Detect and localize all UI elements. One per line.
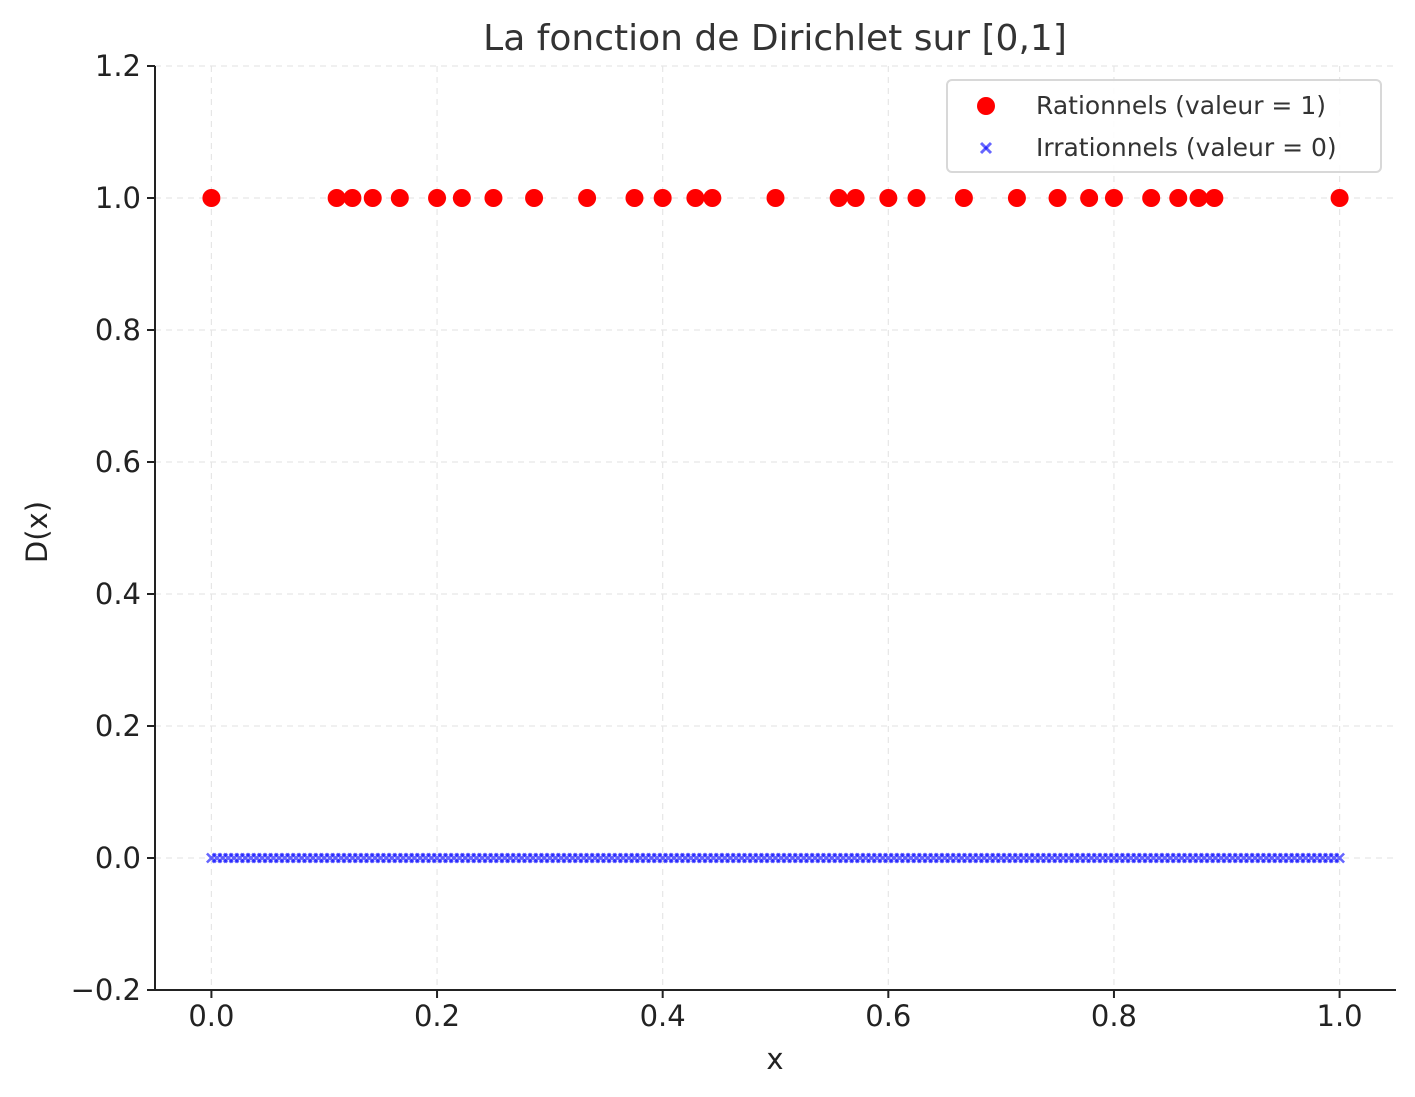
x-tick-label: 0.0 bbox=[188, 999, 234, 1033]
legend-label-irrationnels: Irrationnels (valeur = 0) bbox=[1036, 133, 1337, 162]
rational-point bbox=[578, 189, 597, 207]
y-tick-label: 0.4 bbox=[95, 577, 141, 611]
rational-point bbox=[686, 189, 705, 207]
rational-point bbox=[1007, 189, 1026, 207]
rational-point bbox=[484, 189, 503, 207]
y-tick-label: 1.2 bbox=[95, 49, 141, 83]
rational-point bbox=[766, 189, 785, 207]
y-tick-label: 0.2 bbox=[95, 709, 141, 743]
rational-point bbox=[428, 189, 447, 207]
rational-point bbox=[907, 189, 926, 207]
rational-point bbox=[703, 189, 722, 207]
y-axis-label: D(x) bbox=[20, 501, 54, 563]
rational-point bbox=[1104, 189, 1123, 207]
x-tick-label: 0.8 bbox=[1091, 999, 1137, 1033]
chart-title: La fonction de Dirichlet sur [0,1] bbox=[483, 18, 1067, 59]
x-tick-label: 0.2 bbox=[414, 999, 460, 1033]
irrational-series bbox=[205, 852, 1346, 864]
rational-point bbox=[452, 189, 471, 207]
rational-point bbox=[327, 189, 346, 207]
y-tick-label: 0.0 bbox=[95, 841, 141, 875]
legend-marker-irrationnels bbox=[979, 141, 993, 155]
rational-point bbox=[1048, 189, 1067, 207]
rational-point bbox=[1080, 189, 1099, 207]
legend-label-rationnels: Rationnels (valeur = 1) bbox=[1036, 91, 1326, 120]
rational-point bbox=[1189, 189, 1208, 207]
irrational-point-stroke bbox=[1334, 852, 1346, 864]
axis-ticks: 0.0 0.2 0.4 0.6 0.8 1.0 −0.2 0.0 0.2 0.4 0.6 0.8 1.0… bbox=[71, 49, 1363, 1033]
rational-point bbox=[1169, 189, 1188, 207]
rational-point bbox=[653, 189, 672, 207]
rational-point bbox=[343, 189, 362, 207]
axes-spines bbox=[154, 66, 1396, 991]
x-tick-label: 0.6 bbox=[865, 999, 911, 1033]
rational-point bbox=[1205, 189, 1224, 207]
rational-point bbox=[1142, 189, 1161, 207]
rational-point bbox=[829, 189, 848, 207]
rational-point bbox=[525, 189, 544, 207]
rational-point bbox=[363, 189, 382, 207]
y-tick-label: 0.6 bbox=[95, 445, 141, 479]
x-axis-label: x bbox=[766, 1042, 783, 1076]
y-tick-label: 1.0 bbox=[95, 181, 141, 215]
rational-point bbox=[1330, 189, 1349, 207]
rational-point bbox=[625, 189, 644, 207]
y-tick-label: −0.2 bbox=[71, 973, 141, 1007]
legend: Rationnels (valeur = 1) Irrationnels (va… bbox=[946, 79, 1382, 173]
rational-point bbox=[846, 189, 865, 207]
legend-marker-rationnels bbox=[977, 97, 995, 115]
y-tick-label: 0.8 bbox=[95, 313, 141, 347]
x-tick-label: 0.4 bbox=[640, 999, 686, 1033]
legend-box bbox=[946, 79, 1382, 173]
x-tick-label: 1.0 bbox=[1317, 999, 1363, 1033]
rational-point bbox=[954, 189, 973, 207]
rational-series bbox=[202, 189, 1349, 207]
rational-point bbox=[390, 189, 409, 207]
rational-point bbox=[202, 189, 221, 207]
irrational-point bbox=[1334, 852, 1346, 864]
rational-point bbox=[879, 189, 898, 207]
